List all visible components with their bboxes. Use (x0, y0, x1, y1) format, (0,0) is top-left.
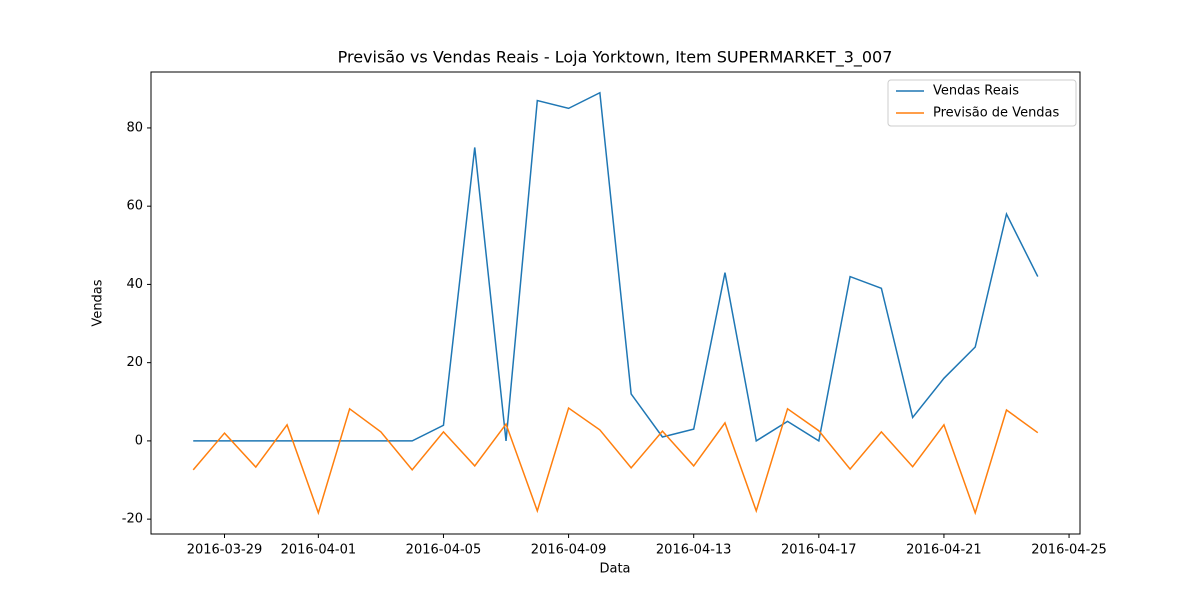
y-tick-label: 40 (126, 277, 143, 292)
y-tick-label: 0 (135, 433, 143, 448)
x-tick-label: 2016-03-29 (187, 543, 263, 558)
x-tick-label: 2016-04-25 (1031, 543, 1107, 558)
chart-title: Previsão vs Vendas Reais - Loja Yorktown… (338, 48, 893, 68)
x-tick-label: 2016-04-17 (781, 543, 857, 558)
y-axis-label: Vendas (91, 279, 106, 326)
y-tick-label: -20 (122, 512, 143, 527)
y-tick-label: 80 (126, 120, 143, 135)
line-series (193, 91, 1039, 443)
legend-box (887, 79, 1077, 127)
legend-label: Vendas Reais (933, 84, 1019, 99)
plot-frame (150, 71, 1081, 535)
legend-label: Previsão de Vendas (933, 106, 1060, 121)
line-series (192, 406, 1039, 516)
x-tick-label: 2016-04-01 (281, 543, 357, 558)
y-tick-label: 20 (126, 355, 143, 370)
x-tick-label: 2016-04-21 (906, 543, 982, 558)
x-axis-label: Data (599, 562, 630, 577)
y-tick-label: 60 (126, 199, 143, 214)
x-tick-label: 2016-04-05 (406, 543, 482, 558)
x-tick-label: 2016-04-09 (531, 543, 607, 558)
x-tick-label: 2016-04-13 (656, 543, 732, 558)
